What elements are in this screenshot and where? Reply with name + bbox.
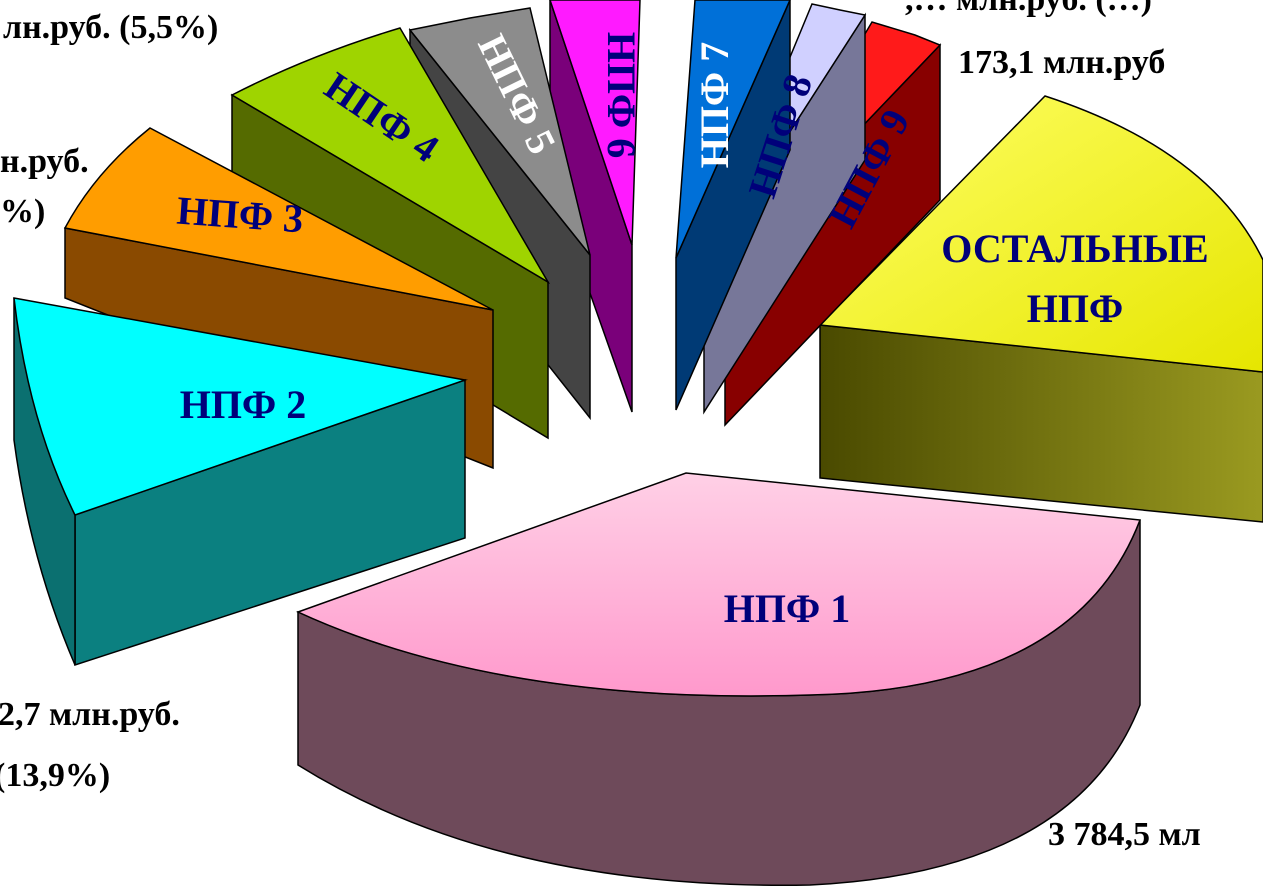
value-npf-4: лн.руб. (5,5%) (3, 9, 218, 46)
value-npf-3-line-1: н.руб. (0, 143, 89, 180)
value-others: 173,1 млн.руб (958, 44, 1165, 81)
slice-others (818, 95, 1263, 523)
slice-npf-1 (296, 472, 1142, 887)
label-npf-3: НПФ 3 (175, 188, 304, 242)
slice-npf-6 (549, 0, 641, 413)
value-npf-1: 3 784,5 мл (1048, 816, 1201, 853)
value-npf-3-line-2: %) (0, 193, 45, 230)
label-npf-1: НПФ 1 (724, 586, 851, 631)
value-npf-2-line-2: (13,9%) (0, 757, 110, 794)
label-npf-7: НПФ 7 (692, 42, 737, 169)
value-npf-2-line-1: 2,7 млн.руб. (0, 696, 180, 733)
label-npf-6: НПФ 6 (599, 32, 644, 159)
label-others-line-2: НПФ (1027, 286, 1124, 331)
value-top-edge: ,… млн.руб. (…) (905, 0, 1152, 18)
label-others-line-1: ОСТАЛЬНЫЕ (941, 226, 1208, 271)
slice-npf-7 (675, 0, 791, 411)
label-npf-2: НПФ 2 (180, 382, 307, 427)
slice-npf-2 (13, 297, 468, 667)
